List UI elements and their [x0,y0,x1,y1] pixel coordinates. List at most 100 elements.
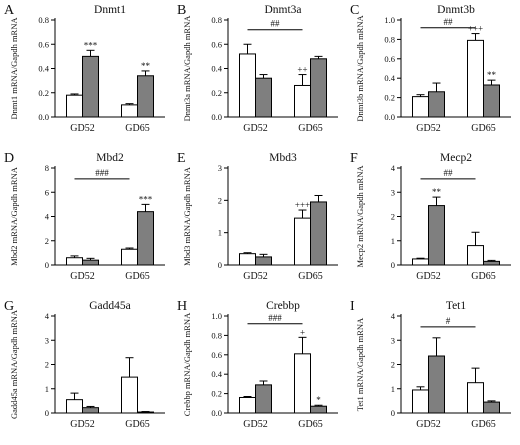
significance-mark: +++ [295,200,310,210]
significance-mark: * [316,395,321,405]
x-tick-label: GD65 [298,419,322,430]
y-tick-label: 1.0 [211,311,222,321]
y-axis-label: Tet1 mRNA/Gapdh mRNA [355,317,365,411]
bar [121,376,138,414]
bar [239,253,256,266]
y-axis-label: Mecp2 mRNA/Gapdh mRNA [355,165,365,268]
bar [137,411,154,414]
y-tick-label: 2 [45,236,49,246]
panel-title: Gadd45a [89,300,131,312]
bar [294,217,311,266]
y-axis-label: Dnmt1 mRNA/Gapdh mRNA [9,17,19,120]
x-tick-label: GD52 [243,123,267,134]
bar [255,77,272,118]
y-tick-label: 0.6 [384,54,395,64]
y-axis-label: Mbd2 mRNA/Gapdh mRNA [9,166,19,266]
x-tick-label: GD52 [243,419,267,430]
bar [255,384,272,414]
y-tick-label: 0.2 [211,88,222,98]
y-tick-label: 1.0 [384,15,395,25]
bar [294,84,311,118]
bar [66,399,83,414]
significance-mark: ** [141,61,151,71]
panel-title: Mbd2 [96,152,124,164]
x-tick-label: GD65 [471,419,495,430]
bar [294,353,311,414]
y-tick-label: 1 [218,228,222,238]
y-tick-label: 3 [218,163,222,173]
y-axis-label: Dnmt3b mRNA/Gapdh mRNA [355,15,365,122]
bar [428,355,445,414]
y-tick-label: 0.0 [384,112,395,122]
x-tick-label: GD52 [416,419,440,430]
y-tick-label: 4 [45,311,50,321]
chart-panel-mbd2: D Mbd2 Mbd2 mRNA/Gapdh mRNA 0 2 4 6 8 GD52 GD65 **… [4,151,165,282]
y-tick-label: 0.0 [38,112,49,122]
chart-panel-crebbp: H Crebbp Crebbp mRNA/Gapdh mRNA 0.0 0.2 0.4 0.… [177,299,338,430]
panel-letter: E [177,151,186,166]
y-tick-label: 0 [218,260,222,270]
significance-mark: +++ [468,24,483,34]
bar [310,58,327,118]
y-tick-label: 0.8 [384,34,395,44]
y-tick-label: 0 [391,260,395,270]
bracket-label: ## [271,19,281,29]
y-tick-label: 4 [391,163,396,173]
x-tick-label: GD52 [243,271,267,282]
panel-title: Tet1 [446,300,467,312]
significance-mark: ++ [297,65,307,75]
significance-mark: ** [432,187,442,197]
y-tick-label: 0.0 [211,408,222,418]
y-tick-label: 2 [45,360,49,370]
x-tick-label: GD65 [125,123,149,134]
y-tick-label: 0.8 [211,15,222,25]
panel-title: Mecp2 [440,152,472,164]
y-tick-label: 0.2 [211,389,222,399]
bar [121,104,138,118]
bar [428,91,445,118]
y-tick-label: 0.4 [384,73,395,83]
y-tick-label: 4 [45,212,50,222]
y-tick-label: 6 [45,187,49,197]
significance-mark: + [300,327,305,337]
y-tick-label: 3 [391,335,395,345]
y-tick-label: 1 [391,384,395,394]
bar [412,96,429,118]
y-tick-label: 0.2 [384,93,395,103]
bar [483,260,500,266]
panel-letter: H [177,299,187,314]
y-tick-label: 0.4 [211,64,222,74]
y-axis-label: Mbd3 mRNA/Gapdh mRNA [182,166,192,266]
y-tick-label: 0 [45,260,49,270]
y-tick-label: 3 [391,187,395,197]
bar [239,396,256,414]
bracket-label: ### [95,168,109,178]
panel-title: Dnmt3b [437,4,475,16]
y-tick-label: 4 [391,311,396,321]
y-axis-label: Gadd45a mRNA/Gapdh mRNA [9,309,19,419]
x-tick-label: GD52 [70,123,94,134]
chart-panel-dnmt3a: B Dnmt3a Dnmt3a mRNA/Gapdh mRNA 0.0 0.2 0.4 0.… [177,3,338,134]
y-tick-label: 0.2 [38,88,49,98]
panel-title: Dnmt3a [264,4,301,16]
chart-panel-dnmt3b: C Dnmt3b Dnmt3b mRNA/Gapdh mRNA 0.0 0.2 0.4 0.… [350,3,511,134]
x-tick-label: GD52 [416,271,440,282]
y-axis-label: Crebbp mRNA/Gapdh mRNA [182,312,192,416]
bar [66,94,83,118]
chart-panel-dnmt1: A Dnmt1 Dnmt1 mRNA/Gapdh mRNA 0.0 0.2 0.4 0.6 0… [4,3,165,134]
bar [137,211,154,266]
y-tick-label: 2 [391,360,395,370]
y-tick-label: 1 [45,384,49,394]
panel-title: Mbd3 [269,152,297,164]
y-tick-label: 0.6 [38,39,49,49]
x-tick-label: GD52 [416,123,440,134]
bar [467,382,484,414]
bracket-label: ### [268,313,282,323]
bar [82,407,99,414]
significance-mark: *** [139,194,153,204]
panel-letter: I [350,299,355,314]
bar [121,248,138,266]
bar [137,75,154,118]
y-tick-label: 0.4 [38,64,49,74]
